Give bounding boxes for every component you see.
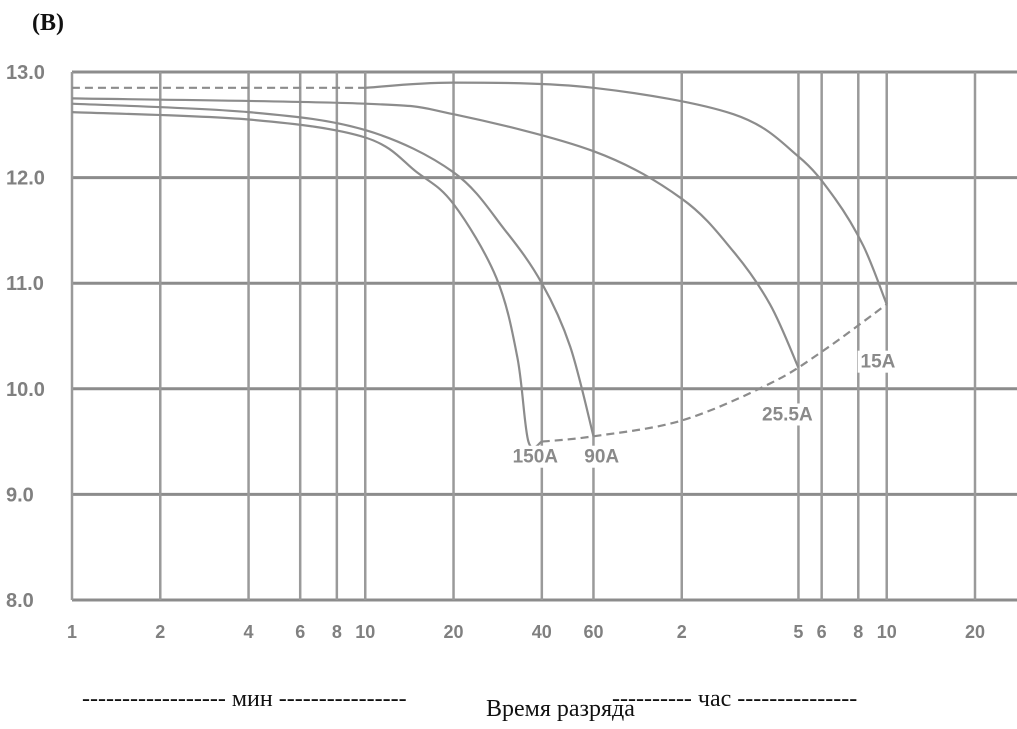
x-tick-label: 40 (532, 622, 552, 642)
x-tick-label: 20 (444, 622, 464, 642)
curve-labels: 150A 90A 25.5A 15A (509, 350, 899, 468)
hours-range-label: ---------- час --------------- (612, 686, 858, 712)
chart-curves (71, 81, 888, 449)
x-tick-label: 10 (355, 622, 375, 642)
y-tick-label: 13.0 (6, 62, 45, 84)
curve-label: 25.5A (762, 404, 813, 425)
curve-label: 150A (513, 447, 559, 468)
x-tick-label: 5 (793, 622, 803, 642)
minutes-range-label: ------------------ мин ---------------- (82, 686, 407, 712)
chart-grid (70, 70, 1017, 602)
x-axis-labels: 1 2 4 6 8 10 20 40 60 2 5 6 8 10 20 (67, 622, 985, 642)
x-tick-label: 6 (295, 622, 305, 642)
x-tick-label: 8 (332, 622, 342, 642)
x-tick-label: 60 (583, 622, 603, 642)
x-tick-label: 20 (965, 622, 985, 642)
curve-label-bg (509, 445, 562, 468)
y-tick-label: 8.0 (6, 590, 34, 612)
curve-label: 90A (584, 447, 619, 468)
curve-label-bg (857, 350, 899, 373)
x-tick-label: 2 (155, 622, 165, 642)
x-tick-label: 4 (244, 622, 254, 642)
panel-label: (B) (32, 10, 64, 36)
dashed-curve (541, 303, 888, 443)
y-tick-label: 10.0 (6, 379, 45, 401)
x-tick-label: 6 (817, 622, 827, 642)
curve-25-5a (71, 97, 800, 369)
curve-label: 15A (861, 352, 896, 373)
x-tick-label: 2 (677, 622, 687, 642)
y-tick-label: 11.0 (6, 273, 44, 295)
curve-15a (365, 81, 888, 305)
curve-90a (71, 102, 595, 437)
curve-150a (71, 111, 543, 449)
curve-label-bg (581, 445, 622, 468)
x-axis-title: Время разряда (486, 696, 635, 722)
x-tick-label: 8 (853, 622, 863, 642)
curve-label-bg (755, 403, 820, 426)
y-axis-labels: 13.0 12.0 11.0 10.0 9.0 8.0 (6, 62, 45, 612)
x-tick-label: 10 (877, 622, 897, 642)
y-tick-label: 9.0 (6, 484, 34, 506)
x-tick-label: 1 (67, 622, 77, 642)
y-tick-label: 12.0 (6, 168, 45, 190)
